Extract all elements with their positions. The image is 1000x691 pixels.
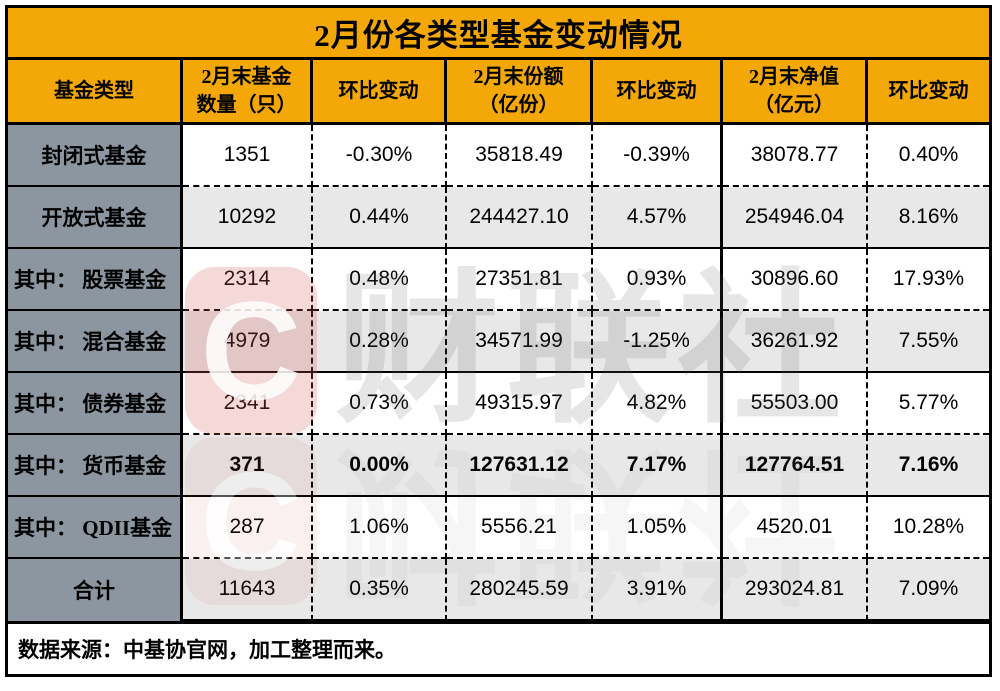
table-row: 封闭式基金 1351 -0.30% 35818.49 -0.39% 38078.77 0.4… bbox=[8, 125, 989, 187]
data-cell: 4.82% bbox=[593, 373, 723, 435]
row-label: 其中： 混合基金 bbox=[8, 311, 183, 373]
header-cell-line: 环比变动 bbox=[888, 80, 969, 102]
data-cell: 1351 bbox=[183, 125, 313, 187]
data-cell: 254946.04 bbox=[723, 187, 868, 249]
data-cell: 4979 bbox=[183, 311, 313, 373]
header-cell: 环比变动 bbox=[868, 60, 989, 122]
data-cell: 127764.51 bbox=[723, 435, 868, 497]
table-title: 2月份各类型基金变动情况 bbox=[8, 8, 989, 60]
header-cell-line: 数量（只） bbox=[196, 94, 297, 116]
header-cell-line: 2月末份额 bbox=[473, 66, 564, 88]
data-cell: 293024.81 bbox=[723, 559, 868, 621]
table-row: 其中： 货币基金 371 0.00% 127631.12 7.17% 127764.51 7… bbox=[8, 435, 989, 497]
data-cell: 3.91% bbox=[593, 559, 723, 621]
data-cell: 7.09% bbox=[868, 559, 989, 621]
data-cell: 5.77% bbox=[868, 373, 989, 435]
header-cell-line: 基金类型 bbox=[54, 80, 134, 102]
table-row: 其中： 混合基金 4979 0.28% 34571.99 -1.25% 36261.92 7… bbox=[8, 311, 989, 373]
data-cell: 0.44% bbox=[313, 187, 447, 249]
table-row: 其中： 债券基金 2341 0.73% 49315.97 4.82% 55503.00 5.… bbox=[8, 373, 989, 435]
header-cell-line: （亿份） bbox=[478, 94, 559, 116]
data-cell: 5556.21 bbox=[447, 497, 593, 559]
row-label: 其中： QDII基金 bbox=[8, 497, 183, 559]
data-cell: 34571.99 bbox=[447, 311, 593, 373]
header-cell: 2月末基金数量（只） bbox=[183, 60, 313, 122]
header-cell-line: 2月末净值 bbox=[749, 66, 839, 88]
row-label: 其中： 债券基金 bbox=[8, 373, 183, 435]
data-cell: 55503.00 bbox=[723, 373, 868, 435]
data-cell: 0.28% bbox=[313, 311, 447, 373]
data-cell: 371 bbox=[183, 435, 313, 497]
data-cell: 4.57% bbox=[593, 187, 723, 249]
data-cell: 127631.12 bbox=[447, 435, 593, 497]
data-cell: 0.40% bbox=[868, 125, 989, 187]
table-header: 基金类型 2月末基金数量（只） 环比变动 2月末份额 （亿份） 环比变动 2月末净值 （亿元）… bbox=[8, 60, 989, 125]
data-cell: -0.39% bbox=[593, 125, 723, 187]
table-row: 其中： 股票基金 2314 0.48% 27351.81 0.93% 30896.60 17… bbox=[8, 249, 989, 311]
row-label: 合计 bbox=[8, 559, 183, 621]
data-cell: 280245.59 bbox=[447, 559, 593, 621]
data-cell: 1.05% bbox=[593, 497, 723, 559]
data-cell: 36261.92 bbox=[723, 311, 868, 373]
table-row: 合计 11643 0.35% 280245.59 3.91% 293024.81 7.09% bbox=[8, 559, 989, 621]
data-cell: 7.16% bbox=[868, 435, 989, 497]
data-cell: 7.55% bbox=[868, 311, 989, 373]
table-row: 开放式基金 10292 0.44% 244427.10 4.57% 254946.04 8.… bbox=[8, 187, 989, 249]
header-cell-line: 环比变动 bbox=[616, 80, 697, 102]
data-cell: -0.30% bbox=[313, 125, 447, 187]
data-cell: 0.93% bbox=[593, 249, 723, 311]
header-cell: 2月末净值 （亿元） bbox=[723, 60, 868, 122]
data-cell: 27351.81 bbox=[447, 249, 593, 311]
data-cell: 10.28% bbox=[868, 497, 989, 559]
header-cell: 基金类型 bbox=[8, 60, 183, 122]
data-cell: 1.06% bbox=[313, 497, 447, 559]
row-label: 其中： 股票基金 bbox=[8, 249, 183, 311]
header-cell: 2月末份额 （亿份） bbox=[447, 60, 593, 122]
data-cell: 10292 bbox=[183, 187, 313, 249]
data-cell: 287 bbox=[183, 497, 313, 559]
data-cell: 7.17% bbox=[593, 435, 723, 497]
data-cell: 30896.60 bbox=[723, 249, 868, 311]
source-note: 数据来源：中基协官网，加工整理而来。 bbox=[8, 621, 989, 674]
table-body: 封闭式基金 1351 -0.30% 35818.49 -0.39% 38078.77 0.4… bbox=[8, 125, 989, 621]
row-label: 其中： 货币基金 bbox=[8, 435, 183, 497]
header-cell-line: 2月末基金 bbox=[201, 66, 292, 88]
header-cell: 环比变动 bbox=[593, 60, 723, 122]
data-cell: 244427.10 bbox=[447, 187, 593, 249]
data-cell: 0.35% bbox=[313, 559, 447, 621]
data-cell: -1.25% bbox=[593, 311, 723, 373]
row-label: 封闭式基金 bbox=[8, 125, 183, 187]
data-cell: 8.16% bbox=[868, 187, 989, 249]
data-cell: 17.93% bbox=[868, 249, 989, 311]
data-cell: 38078.77 bbox=[723, 125, 868, 187]
data-cell: 2341 bbox=[183, 373, 313, 435]
row-label: 开放式基金 bbox=[8, 187, 183, 249]
data-cell: 11643 bbox=[183, 559, 313, 621]
data-cell: 49315.97 bbox=[447, 373, 593, 435]
fund-change-table: 2月份各类型基金变动情况 基金类型 2月末基金数量（只） 环比变动 2月末份额 （亿份）… bbox=[5, 5, 992, 677]
data-cell: 0.00% bbox=[313, 435, 447, 497]
header-cell-line: （亿元） bbox=[754, 94, 834, 116]
header-cell: 环比变动 bbox=[313, 60, 447, 122]
data-cell: 2314 bbox=[183, 249, 313, 311]
header-cell-line: 环比变动 bbox=[338, 80, 419, 102]
table-row: 其中： QDII基金 287 1.06% 5556.21 1.05% 4520.01 10.… bbox=[8, 497, 989, 559]
data-cell: 4520.01 bbox=[723, 497, 868, 559]
data-cell: 35818.49 bbox=[447, 125, 593, 187]
data-cell: 0.73% bbox=[313, 373, 447, 435]
data-cell: 0.48% bbox=[313, 249, 447, 311]
